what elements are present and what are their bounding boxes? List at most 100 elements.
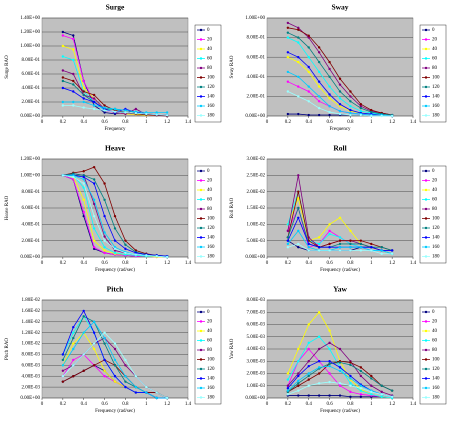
legend-marker xyxy=(199,358,203,361)
x-axis-label: Frequency xyxy=(104,127,126,132)
data-point xyxy=(61,76,65,79)
data-point xyxy=(338,382,342,385)
data-point xyxy=(72,375,75,378)
data-point xyxy=(338,103,342,106)
data-point xyxy=(297,28,300,31)
data-point xyxy=(92,198,96,202)
legend-label: 120 xyxy=(432,226,440,231)
legend-marker xyxy=(199,320,203,323)
data-point xyxy=(165,114,169,117)
data-point xyxy=(92,364,96,367)
data-point xyxy=(307,36,310,39)
y-tick-label: 5.00E-03 xyxy=(247,239,266,244)
legend-label: 180 xyxy=(432,114,440,119)
data-point xyxy=(113,227,117,230)
y-tick-label: 2.00E-03 xyxy=(22,385,41,390)
y-axis-label: Roll RAO xyxy=(230,197,235,218)
data-point xyxy=(82,210,85,214)
data-point xyxy=(307,65,310,69)
x-tick-label: 1 xyxy=(370,402,373,407)
data-point xyxy=(82,369,85,372)
data-point xyxy=(155,396,158,400)
data-point xyxy=(82,93,85,97)
data-point xyxy=(307,100,310,103)
data-point xyxy=(307,347,310,351)
data-point xyxy=(113,347,117,351)
legend-marker xyxy=(199,76,203,79)
legend-label: 20 xyxy=(207,179,213,184)
data-point xyxy=(370,384,373,387)
data-point xyxy=(307,364,310,368)
data-point xyxy=(317,335,321,338)
legend-label: 20 xyxy=(432,38,438,43)
data-point xyxy=(349,374,352,378)
x-tick-label: 0 xyxy=(41,261,44,266)
y-tick-label: 1.00E+00 xyxy=(245,16,265,21)
data-point xyxy=(328,229,331,233)
x-tick-label: 1.2 xyxy=(389,261,396,266)
data-point xyxy=(72,72,75,76)
chart-title: Sway xyxy=(331,3,348,12)
x-tick-label: 0.4 xyxy=(81,402,88,407)
y-tick-label: 3.00E-02 xyxy=(247,157,266,162)
data-point xyxy=(349,113,352,117)
x-tick-label: 0.4 xyxy=(306,120,313,125)
x-tick-label: 1.2 xyxy=(389,120,396,125)
x-tick-label: 0.8 xyxy=(347,120,354,125)
legend-marker xyxy=(199,66,203,70)
data-point xyxy=(338,109,342,113)
data-point xyxy=(328,110,331,114)
data-point xyxy=(165,111,169,114)
data-point xyxy=(307,360,310,363)
legend-label: 0 xyxy=(432,310,435,315)
legend-marker xyxy=(199,348,203,352)
data-point xyxy=(317,360,321,363)
data-point xyxy=(317,311,321,314)
data-point xyxy=(338,242,342,246)
data-point xyxy=(113,358,117,362)
y-axis-label: Pitch RAO xyxy=(5,338,10,360)
data-point xyxy=(349,108,352,112)
data-point xyxy=(380,246,383,249)
legend-marker xyxy=(199,396,203,399)
data-point xyxy=(338,77,342,80)
data-point xyxy=(103,239,106,242)
data-point xyxy=(349,390,352,394)
y-tick-label: 7.00E-03 xyxy=(247,310,266,315)
y-tick-label: 1.40E-02 xyxy=(22,320,41,325)
x-tick-label: 1 xyxy=(145,261,148,266)
data-point xyxy=(390,395,394,398)
data-point xyxy=(103,182,106,185)
legend-label: 0 xyxy=(432,169,435,174)
data-point xyxy=(82,79,85,83)
chart-title: Roll xyxy=(333,144,346,153)
data-point xyxy=(113,214,117,218)
data-point xyxy=(370,246,373,249)
data-point xyxy=(390,389,394,392)
data-point xyxy=(286,246,290,249)
data-point xyxy=(134,107,138,111)
data-point xyxy=(286,31,290,34)
x-tick-label: 1.4 xyxy=(185,120,192,125)
chart-panel: Yaw 0.00E+00 1.00E-03 2.00E-03 3.00E-03 4.00E… xyxy=(230,285,447,414)
data-point xyxy=(297,112,300,116)
data-point xyxy=(359,246,363,249)
data-point xyxy=(317,80,321,83)
y-tick-label: 2.50E-02 xyxy=(247,173,266,178)
legend-label: 140 xyxy=(432,377,440,382)
data-point xyxy=(82,315,85,318)
data-point xyxy=(103,342,106,345)
data-point xyxy=(359,242,363,246)
data-point xyxy=(349,100,352,103)
data-point xyxy=(145,112,148,116)
x-tick-label: 1 xyxy=(370,261,373,266)
y-tick-label: 8.00E-03 xyxy=(247,298,266,303)
x-tick-label: 0 xyxy=(266,261,269,266)
data-point xyxy=(328,360,331,363)
legend-marker xyxy=(199,114,203,117)
y-tick-label: 6.00E-01 xyxy=(22,72,41,77)
data-point xyxy=(286,36,290,39)
data-point xyxy=(124,247,127,251)
data-point xyxy=(72,364,75,367)
y-tick-label: 4.00E-03 xyxy=(22,374,41,379)
